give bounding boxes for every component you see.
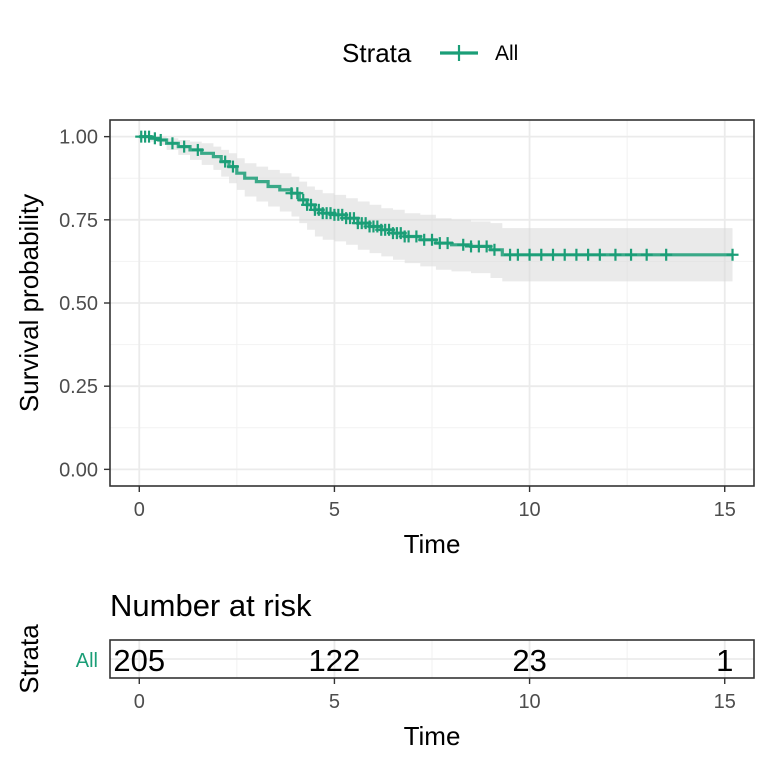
risk-value: 205 bbox=[113, 643, 165, 678]
legend-title: Strata bbox=[342, 38, 412, 68]
legend-key bbox=[440, 45, 478, 61]
risk-table: Number at risk 205 122 23 1 All 0 5 10 15 Time… bbox=[14, 588, 755, 751]
main-y-axis-label: Survival probability bbox=[14, 194, 44, 412]
censor-mark bbox=[726, 248, 739, 261]
y-tick-label: 0.00 bbox=[59, 459, 98, 481]
censor-mark bbox=[625, 248, 638, 261]
censor-mark bbox=[166, 137, 179, 150]
censor-mark bbox=[511, 248, 524, 261]
risk-x-axis-label: Time bbox=[404, 721, 461, 751]
risk-value: 1 bbox=[716, 643, 733, 678]
x-tick-label: 0 bbox=[134, 499, 145, 521]
y-tick-label: 0.25 bbox=[59, 376, 98, 398]
censor-mark bbox=[191, 143, 204, 156]
risk-x-tick-label: 10 bbox=[518, 691, 540, 713]
confidence-band bbox=[139, 136, 733, 282]
x-tick-label: 10 bbox=[518, 499, 540, 521]
risk-gridlines bbox=[110, 640, 754, 678]
censor-mark bbox=[219, 155, 232, 168]
risk-value: 23 bbox=[512, 643, 546, 678]
censor-mark bbox=[143, 130, 156, 143]
main-x-axis-label: Time bbox=[404, 529, 461, 559]
ci-band bbox=[139, 136, 733, 282]
censor-mark bbox=[426, 233, 438, 246]
x-tick-label: 15 bbox=[714, 499, 736, 521]
risk-values: 205 122 23 1 bbox=[113, 643, 733, 678]
risk-y-axis-label: Strata bbox=[14, 624, 44, 694]
risk-x-tick-label: 0 bbox=[134, 691, 145, 713]
censor-mark bbox=[441, 237, 454, 250]
censor-mark bbox=[609, 248, 622, 261]
censor-mark bbox=[457, 238, 470, 251]
censor-mark bbox=[535, 248, 548, 261]
censor-mark bbox=[640, 248, 653, 261]
legend-entry-label: All bbox=[495, 42, 518, 65]
y-tick-label: 1.00 bbox=[59, 127, 98, 149]
censor-mark bbox=[523, 248, 536, 261]
main-y-axis: 0.00 0.25 0.50 0.75 1.00 bbox=[59, 127, 110, 481]
censor-mark bbox=[582, 248, 595, 261]
censor-mark bbox=[480, 240, 493, 253]
censor-mark bbox=[570, 248, 583, 261]
risk-table-title: Number at risk bbox=[110, 588, 312, 623]
censor-mark bbox=[148, 132, 161, 145]
censor-mark bbox=[226, 160, 239, 173]
risk-panel-border bbox=[109, 639, 755, 679]
legend: Strata All bbox=[342, 38, 518, 68]
censor-mark bbox=[660, 248, 673, 261]
censor-mark bbox=[488, 243, 501, 256]
risk-value: 122 bbox=[309, 643, 361, 678]
risk-x-tick-label: 15 bbox=[714, 691, 736, 713]
y-tick-label: 0.75 bbox=[59, 210, 98, 232]
risk-x-tick-label: 5 bbox=[329, 691, 340, 713]
censor-mark bbox=[593, 248, 606, 261]
main-gridlines bbox=[110, 120, 754, 486]
x-tick-label: 5 bbox=[329, 499, 340, 521]
censor-mark bbox=[154, 133, 167, 146]
main-x-axis: 0 5 10 15 bbox=[134, 486, 736, 521]
censor-mark bbox=[558, 248, 571, 261]
risk-row-label: All bbox=[76, 650, 98, 672]
censor-mark bbox=[546, 248, 559, 261]
censor-mark bbox=[178, 140, 191, 153]
censor-marks bbox=[135, 130, 739, 261]
y-tick-label: 0.50 bbox=[59, 293, 98, 315]
survival-plot: 0 5 10 15 0.00 0.25 0.50 0.75 1.00 Time Surviva… bbox=[14, 119, 755, 559]
censor-mark bbox=[410, 230, 423, 243]
censor-mark bbox=[291, 187, 304, 200]
risk-x-axis: 0 5 10 15 bbox=[134, 678, 736, 713]
